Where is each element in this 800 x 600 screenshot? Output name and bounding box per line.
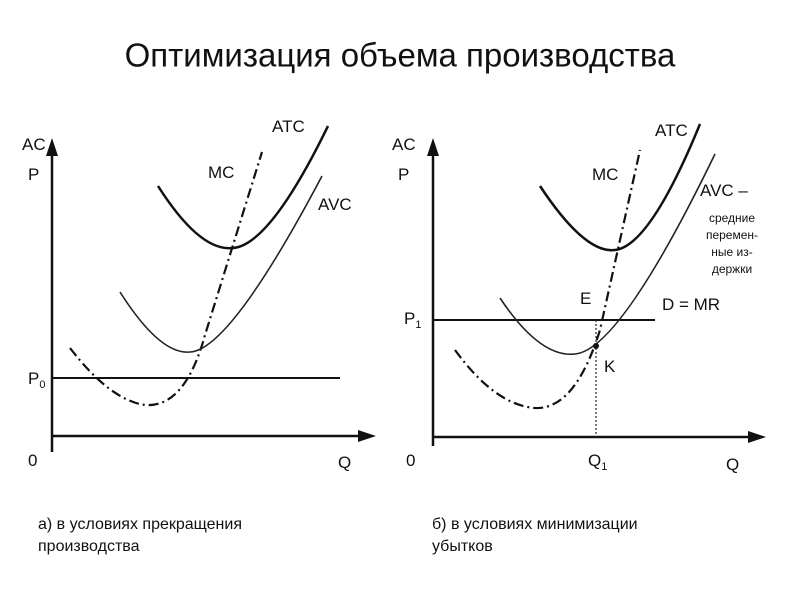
atc-curve	[156, 125, 330, 250]
arrow	[748, 431, 766, 443]
axis-label: AC	[392, 135, 416, 154]
caption: б) в условиях минимизации убытков	[432, 516, 638, 555]
point-k	[593, 343, 599, 349]
curve-label: MC	[208, 163, 234, 182]
price-label: P1	[404, 309, 421, 331]
mc-curve	[454, 149, 642, 410]
curve-label: ATC	[655, 121, 688, 140]
point-label: E	[580, 289, 591, 308]
axis-label: AC	[22, 135, 46, 154]
title: Оптимизация объема производства	[125, 37, 676, 74]
curve-label: ATC	[272, 117, 305, 136]
right-diagram: AC P 0 Q P1 Q1 MC ATC AVC – средние пере…	[392, 121, 766, 474]
avc-note: держки	[712, 262, 752, 276]
axis-label: Q	[338, 453, 351, 472]
axis-label: P	[398, 165, 409, 184]
label: P	[28, 369, 39, 388]
subscript: 0	[39, 379, 45, 391]
avc-curve	[119, 175, 323, 353]
avc-note: ные из-	[711, 245, 752, 259]
avc-note: средние	[709, 211, 755, 225]
label: Q	[588, 451, 601, 470]
origin-label: 0	[406, 451, 415, 470]
arrow	[427, 138, 439, 156]
curve-label: D = MR	[662, 295, 720, 314]
arrow	[46, 138, 58, 156]
caption: а) в условиях прекращения производства	[38, 516, 242, 555]
left-diagram: AC P 0 Q P0 MC ATC AVC	[22, 117, 376, 472]
quantity-label: Q1	[588, 451, 607, 473]
atc-curve	[538, 123, 702, 252]
curve-label: AVC –	[700, 181, 748, 200]
axis-label: P	[28, 165, 39, 184]
curve-label: MC	[592, 165, 618, 184]
avc-curve	[499, 153, 716, 355]
origin-label: 0	[28, 451, 37, 470]
label: P	[404, 309, 415, 328]
subscript: 1	[601, 461, 607, 473]
arrow	[358, 430, 376, 442]
curve-label: AVC	[318, 195, 352, 214]
avc-note: перемен-	[706, 228, 758, 242]
subscript: 1	[415, 319, 421, 331]
price-label: P0	[28, 369, 45, 391]
mc-curve	[69, 151, 264, 407]
point-label: K	[604, 357, 616, 376]
axis-label: Q	[726, 455, 739, 474]
